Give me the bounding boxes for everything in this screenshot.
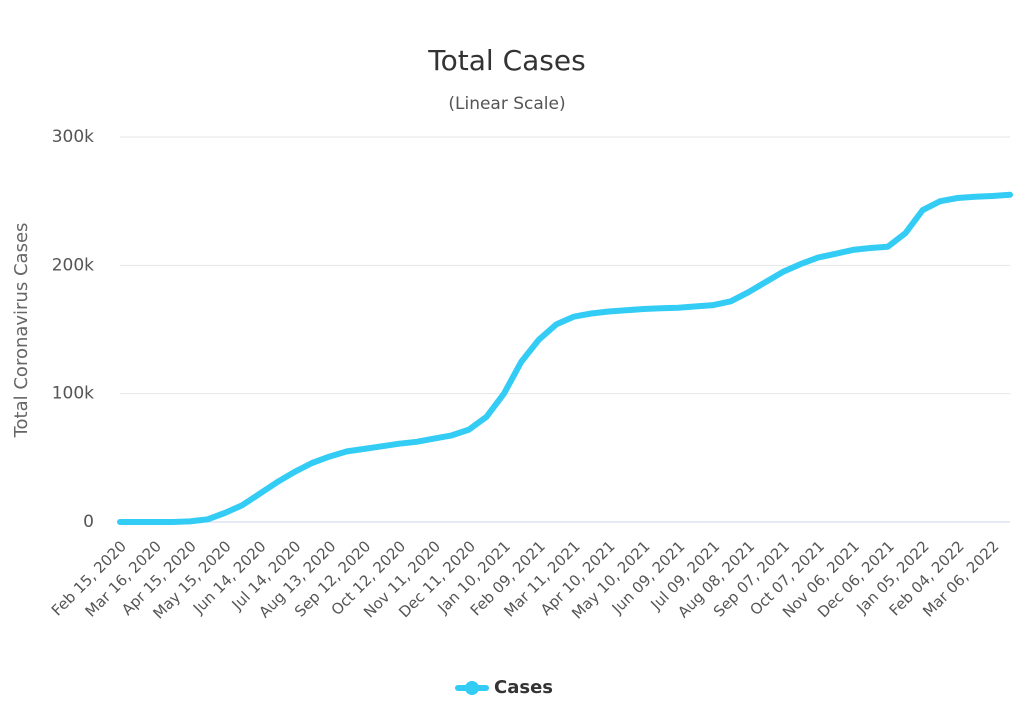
y-tick-label: 100k bbox=[52, 384, 94, 404]
chart-subtitle: (Linear Scale) bbox=[448, 94, 565, 114]
legend-symbol-marker bbox=[465, 681, 479, 695]
y-tick-label: 0 bbox=[83, 512, 94, 532]
legend-label: Cases bbox=[494, 677, 553, 698]
y-tick-label: 300k bbox=[52, 127, 94, 147]
y-tick-label: 200k bbox=[52, 255, 94, 275]
series-line bbox=[117, 191, 1013, 525]
y-axis-label: Total Coronavirus Cases bbox=[11, 223, 32, 439]
chart-title: Total Cases bbox=[427, 44, 585, 77]
